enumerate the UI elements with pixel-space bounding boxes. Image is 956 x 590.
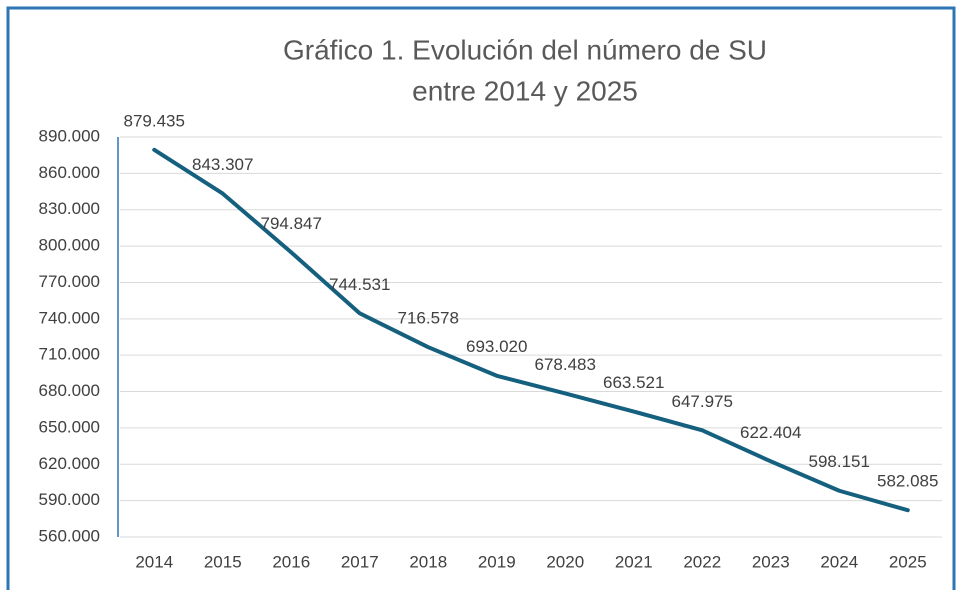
y-tick-label: 800.000	[39, 236, 100, 255]
y-tick-label: 560.000	[39, 526, 100, 545]
data-label: 663.521	[603, 373, 664, 392]
x-tick-label: 2016	[272, 552, 310, 571]
x-tick-label: 2017	[341, 552, 379, 571]
y-tick-label: 890.000	[39, 126, 100, 145]
y-tick-label: 620.000	[39, 454, 100, 473]
x-tick-label: 2023	[752, 552, 790, 571]
x-tick-label: 2024	[820, 552, 858, 571]
y-tick-label: 770.000	[39, 272, 100, 291]
x-tick-label: 2019	[478, 552, 516, 571]
data-label: 598.151	[809, 452, 870, 471]
x-tick-label: 2018	[409, 552, 447, 571]
x-tick-label: 2021	[615, 552, 653, 571]
data-label: 622.404	[740, 423, 801, 442]
x-tick-label: 2022	[683, 552, 721, 571]
x-tick-label: 2014	[135, 552, 173, 571]
data-label: 843.307	[192, 155, 253, 174]
y-tick-label: 650.000	[39, 417, 100, 436]
data-label: 716.578	[398, 309, 459, 328]
data-label: 582.085	[877, 472, 938, 491]
data-label: 744.531	[329, 275, 390, 294]
y-tick-label: 830.000	[39, 199, 100, 218]
data-label: 678.483	[535, 355, 596, 374]
data-label: 693.020	[466, 337, 527, 356]
y-tick-label: 740.000	[39, 308, 100, 327]
y-tick-label: 860.000	[39, 163, 100, 182]
x-tick-label: 2025	[889, 552, 927, 571]
frame	[6, 6, 956, 590]
y-tick-label: 710.000	[39, 345, 100, 364]
data-label: 879.435	[124, 111, 185, 130]
y-tick-label: 680.000	[39, 381, 100, 400]
chart-title: Gráfico 1. Evolución del número de SU	[283, 34, 767, 65]
data-label: 647.975	[672, 392, 733, 411]
line-series	[152, 147, 910, 513]
x-tick-label: 2020	[546, 552, 584, 571]
y-tick-label: 590.000	[39, 490, 100, 509]
chart-title: entre 2014 y 2025	[412, 75, 638, 106]
x-tick-label: 2015	[204, 552, 242, 571]
data-label: 794.847	[261, 214, 322, 233]
